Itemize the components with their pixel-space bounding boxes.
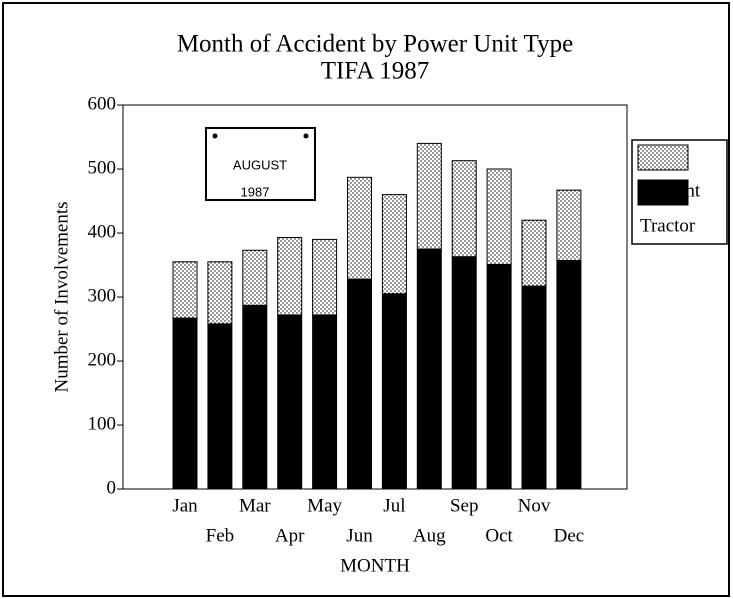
plot-area: [122, 104, 628, 490]
legend-swatch: [637, 179, 689, 206]
legend-swatch: [637, 144, 689, 171]
x-tick-label: Feb: [206, 525, 235, 546]
x-tick-label: Apr: [275, 525, 305, 546]
bar: [556, 260, 582, 490]
legend-label: Tractor: [640, 215, 696, 236]
bar: [556, 189, 582, 262]
bar: [416, 248, 442, 490]
bar: [242, 304, 268, 490]
y-tick-label: 0: [107, 477, 117, 498]
bar: [521, 285, 547, 490]
pin: [212, 133, 218, 139]
bar: [277, 314, 303, 490]
bar: [207, 261, 233, 325]
y-tick-label: 600: [88, 93, 117, 114]
annotation-text: 1987: [241, 184, 270, 199]
x-tick-label: Jul: [383, 495, 405, 516]
bar: [172, 261, 198, 319]
bar: [416, 142, 442, 250]
bar: [347, 176, 372, 280]
x-tick-label: Aug: [413, 525, 446, 546]
y-tick-label: 300: [88, 285, 117, 306]
y-tick-label: 400: [88, 221, 117, 242]
bar: [451, 160, 477, 258]
bar: [521, 219, 547, 287]
annotation-text: AUGUST: [233, 157, 287, 172]
bar: [277, 236, 303, 316]
bar: [172, 317, 198, 490]
x-tick-label: Oct: [485, 525, 513, 546]
bar: [486, 168, 512, 265]
y-tick-label: 100: [88, 413, 117, 434]
x-tick-label: Jan: [172, 495, 198, 516]
bar: [381, 293, 407, 490]
annotation-box: [205, 127, 316, 201]
x-tick-label: Sep: [450, 495, 479, 516]
pin: [303, 133, 309, 139]
x-tick-label: Dec: [554, 525, 585, 546]
bar: [451, 256, 477, 490]
x-tick-label: May: [307, 495, 342, 516]
y-axis-label: Number of Involvements: [51, 201, 72, 392]
bar: [486, 263, 512, 490]
x-tick-label: Nov: [518, 495, 551, 516]
x-tick-label: Mar: [239, 495, 271, 516]
x-axis-label: MONTH: [340, 555, 410, 576]
bar: [207, 323, 233, 490]
bar: [242, 249, 268, 306]
chart-subtitle: TIFA 1987: [321, 58, 430, 85]
chart-title: Month of Accident by Power Unit Type: [177, 31, 573, 58]
bar: [381, 194, 407, 295]
bar: [347, 278, 372, 490]
bar: [312, 314, 338, 490]
y-tick-label: 500: [88, 157, 117, 178]
x-tick-label: Jun: [346, 525, 373, 546]
bar: [312, 238, 338, 316]
y-tick-label: 200: [88, 349, 117, 370]
